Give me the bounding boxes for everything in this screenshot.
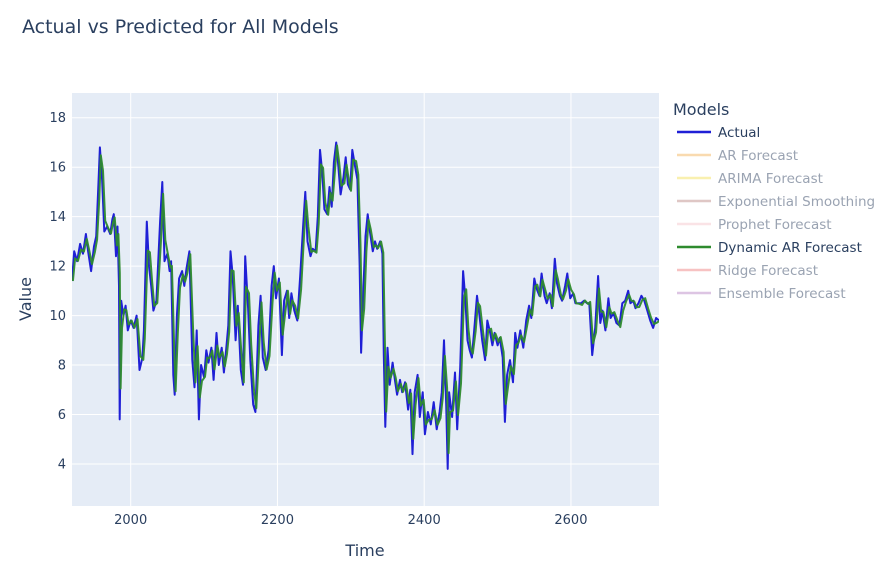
legend-item-ensemble-forecast[interactable]: Ensemble Forecast bbox=[718, 286, 846, 302]
legend-title: Models bbox=[673, 100, 729, 119]
y-tick-label: 16 bbox=[49, 161, 66, 176]
legend-item-ridge-forecast[interactable]: Ridge Forecast bbox=[718, 263, 818, 279]
y-tick-label: 10 bbox=[49, 309, 66, 324]
series-layer bbox=[72, 141, 659, 470]
y-tick-label: 12 bbox=[49, 260, 66, 275]
legend-item-prophet-forecast[interactable]: Prophet Forecast bbox=[718, 217, 832, 233]
y-tick-label: 18 bbox=[49, 111, 66, 126]
legend-item-actual[interactable]: Actual bbox=[718, 125, 760, 141]
x-tick-label: 2600 bbox=[554, 513, 587, 528]
y-tick-label: 6 bbox=[58, 408, 66, 423]
legend-item-dynamic-ar-forecast[interactable]: Dynamic AR Forecast bbox=[718, 240, 862, 256]
chart-title: Actual vs Predicted for All Models bbox=[22, 16, 339, 38]
legend-item-exponential-smoothing[interactable]: Exponential Smoothing bbox=[718, 194, 875, 210]
x-tick-labels: 2000 2200 2400 2600 bbox=[114, 513, 587, 528]
y-tick-labels: 4 6 8 10 12 14 16 18 bbox=[49, 111, 66, 472]
x-tick-label: 2000 bbox=[114, 513, 147, 528]
x-tick-label: 2400 bbox=[408, 513, 441, 528]
series-line-actual bbox=[72, 141, 659, 470]
y-tick-label: 4 bbox=[58, 457, 66, 472]
legend-item-ar-forecast[interactable]: AR Forecast bbox=[718, 148, 798, 164]
y-axis-title: Value bbox=[16, 277, 35, 321]
x-tick-label: 2200 bbox=[261, 513, 294, 528]
series-line-dynamic-ar bbox=[72, 144, 659, 455]
legend-item-arima-forecast[interactable]: ARIMA Forecast bbox=[718, 171, 823, 187]
x-axis-title: Time bbox=[344, 541, 384, 560]
y-tick-label: 14 bbox=[49, 210, 66, 225]
y-tick-label: 8 bbox=[58, 359, 66, 374]
legend: Models Actual AR Forecast ARIMA Forecast Ex… bbox=[673, 100, 875, 302]
